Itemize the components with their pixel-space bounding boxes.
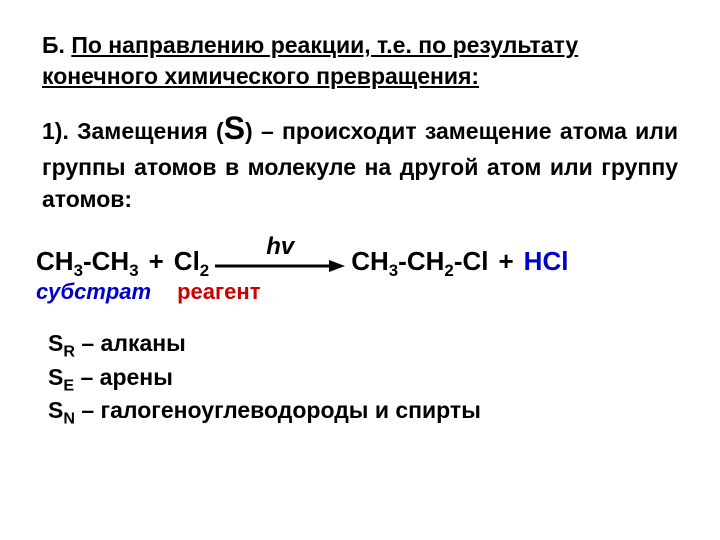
heading-underlined: По направлению реакции, т.е. по результа… xyxy=(42,32,578,89)
para-big-s: S xyxy=(224,110,245,146)
reaction-equation: CH3-CH3 + Cl2 hv CH3-CH2-Cl + HCl субстр… xyxy=(36,237,678,305)
substrate-a: CH xyxy=(36,246,74,276)
substrate-b: CH xyxy=(92,246,130,276)
product-b-sub: 2 xyxy=(444,261,453,280)
arrow-label: hv xyxy=(215,233,345,261)
reaction-types-list: SR – алканы SE – арены SN – галогеноугле… xyxy=(48,327,678,427)
para-lead: 1). Замещения ( xyxy=(42,118,224,144)
substrate-a-sub: 3 xyxy=(74,261,83,280)
product: CH3-CH2-Cl xyxy=(351,246,488,277)
se-sub: E xyxy=(63,376,74,394)
definition-paragraph: 1). Замещения (S) – происходит замещение… xyxy=(42,106,678,215)
slide: Б. По направлению реакции, т.е. по резул… xyxy=(0,0,720,427)
reagent: Cl2 xyxy=(174,246,209,277)
reaction-arrow: hv xyxy=(215,237,345,277)
reaction-labels: субстрат реагент xyxy=(36,279,678,305)
product-a-sub: 3 xyxy=(389,261,398,280)
list-item-sr: SR – алканы xyxy=(48,327,678,360)
sr-sub: R xyxy=(63,343,75,361)
reagent-sub: 2 xyxy=(200,261,209,280)
product-b: CH xyxy=(407,246,445,276)
heading-prefix: Б. xyxy=(42,32,71,58)
substrate-b-sub: 3 xyxy=(129,261,138,280)
plus-2: + xyxy=(488,246,523,277)
label-substrate: субстрат xyxy=(36,279,151,305)
product-dash: - xyxy=(398,246,407,276)
product-a: CH xyxy=(351,246,389,276)
label-reagent: реагент xyxy=(177,279,260,305)
sr-symbol: S xyxy=(48,330,63,356)
reagent-sym: Cl xyxy=(174,246,200,276)
se-text: – арены xyxy=(74,364,173,390)
substrate-dash: - xyxy=(83,246,92,276)
arrow-icon xyxy=(215,259,345,273)
sn-sub: N xyxy=(63,410,75,428)
substrate: CH3-CH3 xyxy=(36,246,139,277)
list-item-sn: SN – галогеноуглеводороды и спирты xyxy=(48,394,678,427)
byproduct: HCl xyxy=(524,246,569,277)
product-c: -Cl xyxy=(454,246,489,276)
list-item-se: SE – арены xyxy=(48,361,678,394)
plus-1: + xyxy=(139,246,174,277)
section-heading: Б. По направлению реакции, т.е. по резул… xyxy=(42,30,678,92)
reaction-line: CH3-CH3 + Cl2 hv CH3-CH2-Cl + HCl xyxy=(36,237,678,277)
sr-text: – алканы xyxy=(75,330,186,356)
sn-text: – галогеноуглеводороды и спирты xyxy=(75,397,481,423)
se-symbol: S xyxy=(48,364,63,390)
sn-symbol: S xyxy=(48,397,63,423)
